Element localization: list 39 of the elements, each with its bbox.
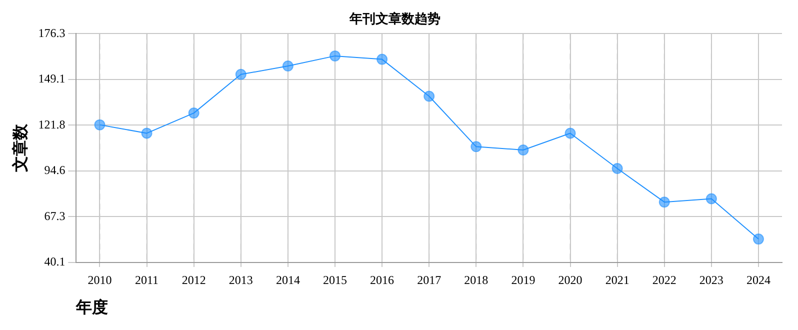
point	[752, 234, 764, 245]
y-axis-title: 文章数	[12, 123, 30, 173]
x-tick-label: 2010	[88, 272, 112, 287]
point	[282, 60, 294, 72]
x-tick-label: 2016	[370, 272, 394, 287]
point	[612, 162, 623, 174]
y-tick-label: 94.6	[44, 163, 66, 178]
chart-title: 年刊文章数趋势	[348, 11, 440, 26]
x-tick-label: 2018	[464, 272, 488, 287]
x-tick-label: 2024	[746, 272, 770, 287]
x-tick-label: 2022	[652, 272, 676, 287]
point	[518, 144, 529, 156]
x-tick-label: 2015	[322, 272, 347, 287]
x-tick-label: 2017	[417, 272, 442, 287]
x-tick-label: 2019	[511, 272, 536, 287]
point	[376, 54, 388, 65]
point	[564, 128, 576, 139]
x-tick-label: 2014	[276, 272, 300, 287]
y-tick-label: 176.3	[38, 26, 66, 40]
point	[329, 50, 340, 62]
y-tick-label: 149.1	[38, 71, 66, 86]
y-tick-label: 40.1	[44, 254, 66, 269]
x-tick-label: 2013	[228, 272, 253, 287]
y-tick-label: 67.3	[44, 208, 66, 223]
point	[424, 90, 435, 102]
point	[658, 196, 670, 208]
point	[470, 141, 482, 152]
point	[141, 128, 152, 139]
point	[235, 68, 246, 80]
x-tick-label: 2020	[558, 272, 582, 287]
x-tick-label: 2023	[699, 272, 724, 287]
y-tick-label: 121.8	[38, 117, 66, 132]
x-tick-label: 2012	[182, 272, 206, 287]
point	[706, 193, 717, 204]
point	[188, 108, 200, 119]
x-tick-label: 2021	[605, 272, 630, 287]
x-axis-title: 年度	[75, 298, 108, 317]
point	[94, 119, 106, 130]
x-tick-label: 2011	[135, 272, 159, 287]
